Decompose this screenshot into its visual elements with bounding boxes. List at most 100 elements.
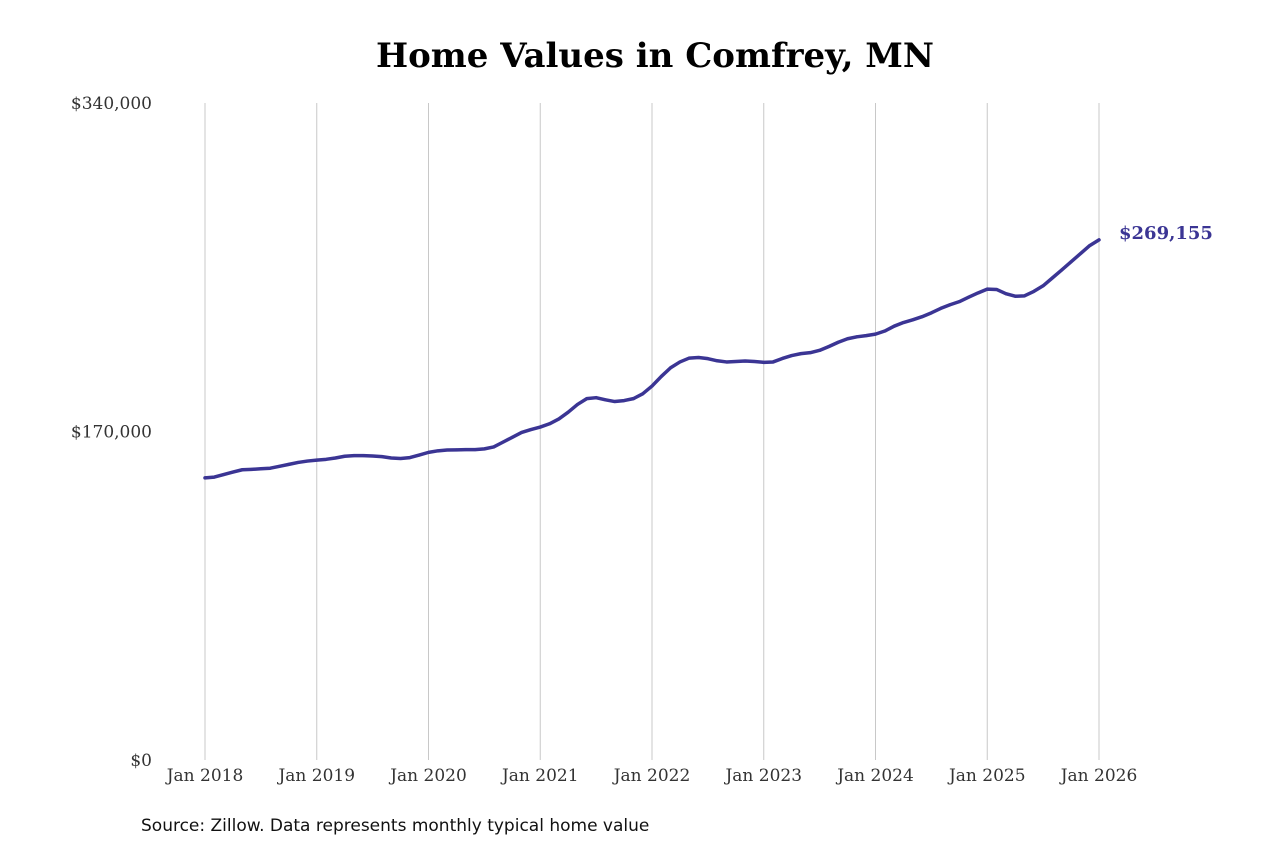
data-point (957, 300, 961, 304)
data-point (445, 448, 449, 452)
x-tick-label: Jan 2023 (723, 766, 802, 786)
data-point (1060, 268, 1064, 272)
chart-title: Home Values in Comfrey, MN (375, 36, 935, 76)
data-point (594, 396, 598, 400)
data-point (827, 344, 831, 348)
data-point (268, 466, 272, 470)
data-point (613, 400, 617, 404)
data-point (389, 456, 393, 460)
data-point (631, 397, 635, 401)
data-point (836, 340, 840, 344)
data-point (771, 360, 775, 364)
data-point (1004, 292, 1008, 296)
data-point (752, 360, 756, 364)
series-layer: $269,155 (203, 223, 1213, 480)
data-point (566, 410, 570, 414)
data-point (427, 450, 430, 454)
data-point (799, 352, 803, 356)
data-point (361, 454, 365, 458)
data-point (492, 445, 496, 449)
data-point (1078, 252, 1082, 256)
data-point (734, 360, 738, 364)
data-point (585, 397, 589, 401)
data-point (641, 392, 645, 396)
x-tick-label: Jan 2022 (612, 766, 691, 786)
data-point (436, 449, 440, 453)
data-point (725, 360, 728, 364)
data-point (464, 448, 468, 452)
x-tick-label: Jan 2020 (388, 766, 467, 786)
y-tick-label: $170,000 (71, 423, 152, 443)
data-point (315, 458, 319, 462)
data-point (976, 291, 980, 295)
y-axis-ticks: $0 $170,000 $340,000 (71, 94, 152, 771)
data-point (743, 359, 747, 363)
data-point (473, 448, 477, 452)
data-point (482, 447, 486, 451)
data-point (818, 348, 822, 352)
data-point (1050, 276, 1054, 280)
data-point (1023, 294, 1026, 298)
data-point (1032, 289, 1036, 293)
data-point (557, 417, 561, 421)
data-point (697, 355, 701, 359)
data-point (855, 335, 859, 339)
data-point (417, 453, 421, 457)
data-point (669, 366, 673, 370)
data-point (706, 357, 710, 361)
data-point (380, 455, 384, 459)
data-point (1097, 238, 1101, 242)
data-point (948, 303, 952, 307)
data-point (985, 287, 989, 291)
data-point (538, 425, 542, 429)
data-point (901, 321, 905, 325)
data-point (576, 402, 579, 406)
data-point (287, 462, 291, 466)
data-point (808, 351, 812, 355)
data-point (333, 456, 337, 460)
data-point (715, 359, 719, 363)
data-point (883, 329, 887, 333)
data-point (659, 374, 663, 378)
data-point (603, 398, 607, 402)
data-point (240, 468, 244, 472)
data-point (352, 454, 356, 458)
data-point (343, 454, 347, 458)
data-point (920, 315, 924, 319)
data-point (250, 467, 254, 471)
y-tick-label: $0 (130, 751, 152, 771)
data-point (259, 467, 263, 471)
data-point (501, 440, 505, 444)
data-point (399, 457, 403, 461)
x-tick-label: Jan 2024 (835, 766, 914, 786)
data-point (678, 360, 682, 364)
data-point (296, 460, 300, 464)
data-point (780, 356, 784, 360)
data-point (371, 454, 375, 458)
data-point (622, 399, 626, 403)
data-point (864, 334, 868, 338)
data-point (650, 384, 654, 388)
data-point (911, 318, 915, 322)
data-point (939, 306, 943, 310)
data-point (203, 476, 207, 480)
x-axis-ticks: Jan 2018 Jan 2019 Jan 2020 Jan 2021 Jan 2022… (165, 766, 1138, 786)
x-tick-label: Jan 2019 (276, 766, 355, 786)
data-point (520, 430, 524, 434)
data-point (408, 456, 412, 460)
data-point (324, 457, 328, 461)
data-point (1013, 294, 1017, 298)
x-tick-label: Jan 2025 (947, 766, 1026, 786)
data-point (548, 422, 552, 426)
data-point (454, 448, 458, 452)
data-point (846, 337, 850, 341)
data-point (995, 287, 999, 291)
data-point (529, 428, 533, 432)
data-point (1069, 260, 1073, 264)
data-point (1041, 284, 1045, 288)
y-tick-label: $340,000 (71, 94, 152, 114)
source-note: Source: Zillow. Data represents monthly … (141, 816, 650, 836)
data-point (278, 464, 281, 468)
data-point (790, 354, 794, 358)
